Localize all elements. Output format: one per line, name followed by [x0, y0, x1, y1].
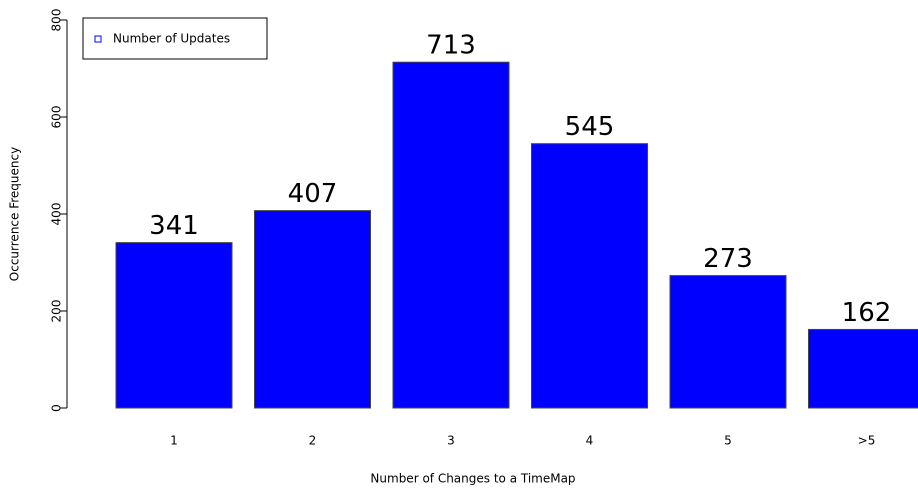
y-tick-label: 600	[50, 106, 64, 129]
y-axis-title: Occurrence Frequency	[8, 147, 22, 281]
y-tick-label: 800	[50, 9, 64, 32]
legend-swatch	[94, 35, 102, 43]
y-tick-label: 0	[50, 404, 64, 412]
value-label: 407	[288, 179, 338, 209]
value-label: 273	[703, 244, 753, 274]
value-label: 341	[149, 211, 199, 241]
x-axis-title: Number of Changes to a TimeMap	[370, 472, 575, 486]
value-label: 713	[426, 31, 476, 61]
bar	[392, 61, 510, 409]
bar	[254, 210, 371, 409]
value-label: 545	[565, 112, 615, 142]
bar	[669, 275, 787, 409]
x-tick-label: >5	[858, 434, 876, 448]
x-tick-label: 5	[724, 434, 732, 448]
x-tick-label: 2	[309, 434, 317, 448]
legend-label: Number of Updates	[113, 32, 230, 46]
legend-box	[82, 17, 268, 60]
x-tick-label: 3	[447, 434, 455, 448]
bar	[115, 242, 233, 409]
value-label: 162	[842, 298, 892, 328]
y-tick-label: 200	[50, 300, 64, 323]
y-tick-label: 400	[50, 203, 64, 226]
x-tick-label: 1	[170, 434, 178, 448]
bar	[531, 143, 648, 409]
bar	[808, 328, 918, 409]
x-tick-label: 4	[586, 434, 594, 448]
